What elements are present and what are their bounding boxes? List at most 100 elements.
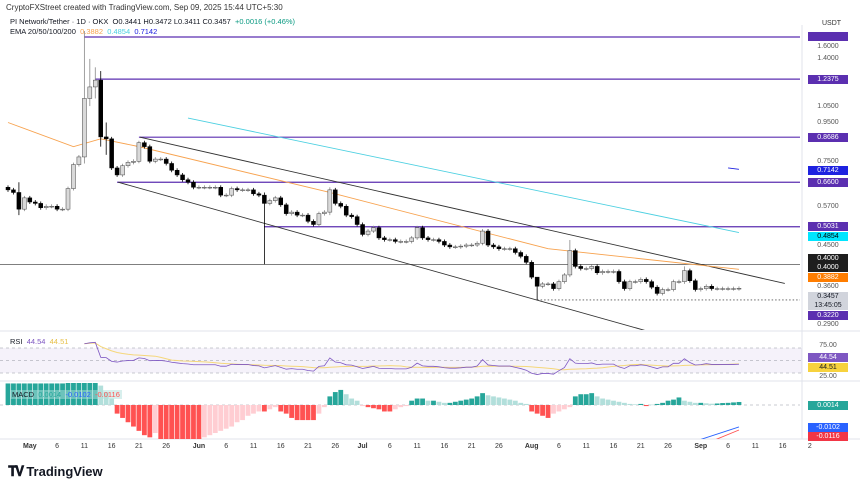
ema-legend[interactable]: EMA 20/50/100/200 0.3882 0.4854 0.7142	[10, 27, 157, 36]
candle-body	[578, 266, 584, 269]
candle-body	[442, 241, 447, 246]
candle-body	[87, 86, 93, 99]
candle-body	[698, 288, 704, 290]
rsi-legend[interactable]: RSI 44.54 44.51	[10, 337, 68, 346]
price-axis-tick[interactable]: 0.3600	[817, 283, 839, 291]
macd-histogram-bar	[398, 405, 404, 408]
candle-body	[447, 244, 453, 248]
candle	[22, 195, 27, 212]
price-axis-tick[interactable]: 0.4500	[817, 242, 839, 250]
time-axis-tick[interactable]: 11	[413, 443, 421, 450]
time-axis-tick[interactable]: 16	[609, 443, 618, 450]
candle	[529, 260, 534, 280]
macd-histogram-bar	[360, 405, 365, 407]
candle-body	[562, 274, 567, 282]
time-axis-tick[interactable]: 21	[636, 443, 645, 450]
candle	[545, 281, 551, 286]
candle	[125, 160, 131, 168]
rsi-value-badge: 44.54	[808, 353, 848, 362]
candle-body	[311, 221, 316, 225]
symbol-name[interactable]: PI Network/Tether · 1D · OKX	[10, 17, 109, 26]
macd-histogram-bar	[692, 402, 698, 405]
time-axis-tick[interactable]: 6	[387, 443, 392, 450]
time-axis-tick[interactable]: 26	[664, 443, 672, 450]
ohlc-values: O0.3441 H0.3472 L0.3411 C0.3457	[112, 17, 231, 26]
candle	[611, 269, 616, 274]
candle-body	[589, 266, 594, 269]
time-axis-tick[interactable]: May	[23, 443, 37, 450]
macd-histogram-bar	[174, 405, 180, 439]
candle	[267, 198, 273, 206]
price-level-badge: 0.8686	[808, 132, 848, 142]
time-axis-tick[interactable]: 21	[135, 443, 143, 450]
time-axis-tick[interactable]: Jun	[192, 443, 206, 450]
price-axis-tick[interactable]: 0.7500	[817, 157, 839, 165]
price-axis-tick[interactable]: 1.6000	[817, 42, 839, 50]
time-axis-tick[interactable]: 2	[807, 443, 812, 450]
price-axis-tick[interactable]: 0.9500	[817, 118, 839, 126]
time-axis-tick[interactable]: 6	[55, 443, 60, 450]
symbol-legend[interactable]: PI Network/Tether · 1D · OKX O0.3441 H0.…	[10, 17, 295, 26]
time-axis-tick[interactable]: 26	[162, 443, 171, 450]
price-axis-tick[interactable]: 1.4000	[817, 55, 839, 63]
candle-body	[163, 158, 169, 164]
time-axis-tick[interactable]: 16	[778, 443, 787, 450]
time-axis-tick[interactable]: 26	[495, 443, 503, 450]
time-axis-tick[interactable]: 11	[582, 443, 590, 450]
candle-body	[316, 213, 322, 225]
candle-body	[207, 187, 213, 189]
time-axis-tick[interactable]: 11	[249, 443, 258, 450]
candle-body	[605, 271, 611, 273]
time-axis-tick[interactable]: 26	[331, 443, 340, 450]
macd-histogram-bar	[147, 405, 153, 438]
time-axis-tick[interactable]: 21	[467, 443, 476, 450]
candle	[294, 210, 300, 218]
macd-histogram-bar	[512, 400, 518, 405]
candle-body	[633, 281, 638, 283]
candle	[425, 235, 431, 242]
price-axis-tick[interactable]: 0.5700	[817, 202, 839, 210]
time-axis-tick[interactable]: Aug	[524, 443, 539, 450]
candle	[109, 136, 114, 170]
macd-histogram-bar	[338, 389, 344, 405]
candle	[136, 140, 142, 164]
rsi-axis-tick[interactable]: 75.00	[819, 342, 837, 349]
candle-body	[283, 204, 289, 214]
candle-body	[5, 187, 11, 191]
time-axis-tick[interactable]: 6	[557, 443, 561, 450]
ema-orange-badge: 0.3882	[808, 272, 848, 282]
candle	[60, 207, 65, 212]
candle	[387, 237, 393, 242]
time-axis-tick[interactable]: 11	[751, 443, 759, 450]
macd-histogram-bar	[305, 405, 311, 421]
candle	[523, 254, 529, 265]
macd-legend[interactable]: MACD 0.0014 -0.0102 -0.0116	[10, 390, 122, 399]
macd-histogram-bar	[649, 404, 655, 406]
candle	[714, 286, 720, 291]
price-badge-dark: 0.4000	[808, 253, 848, 263]
macd-histogram-bar	[289, 405, 295, 418]
candle-body	[142, 142, 147, 147]
macd-histogram-bar	[343, 394, 349, 405]
time-axis-tick[interactable]: 6	[726, 443, 730, 450]
time-axis-tick[interactable]: 11	[80, 443, 88, 450]
candle-body	[376, 227, 382, 239]
rsi-axis-tick[interactable]: 25.00	[819, 373, 837, 380]
candle-body	[671, 281, 676, 290]
tradingview-logo[interactable]: 𝐓𝐕 TradingView	[8, 463, 103, 480]
time-axis-tick[interactable]: 16	[107, 443, 116, 450]
candle-body	[349, 214, 354, 217]
price-axis-tick[interactable]: 1.0500	[817, 102, 839, 110]
time-axis-tick[interactable]: 16	[440, 443, 449, 450]
time-axis-tick[interactable]: Jul	[357, 443, 368, 450]
price-level-badge: 0.5031	[808, 222, 848, 232]
candle-body	[725, 288, 731, 290]
price-axis-tick[interactable]: 0.2900	[817, 321, 839, 329]
time-axis-tick[interactable]: 21	[304, 443, 312, 450]
time-axis-tick[interactable]: 16	[276, 443, 285, 450]
macd-histogram-bar	[152, 405, 158, 434]
time-axis-tick[interactable]: 6	[224, 443, 229, 450]
time-axis-tick[interactable]: Sep	[694, 443, 708, 450]
candle	[665, 287, 671, 292]
